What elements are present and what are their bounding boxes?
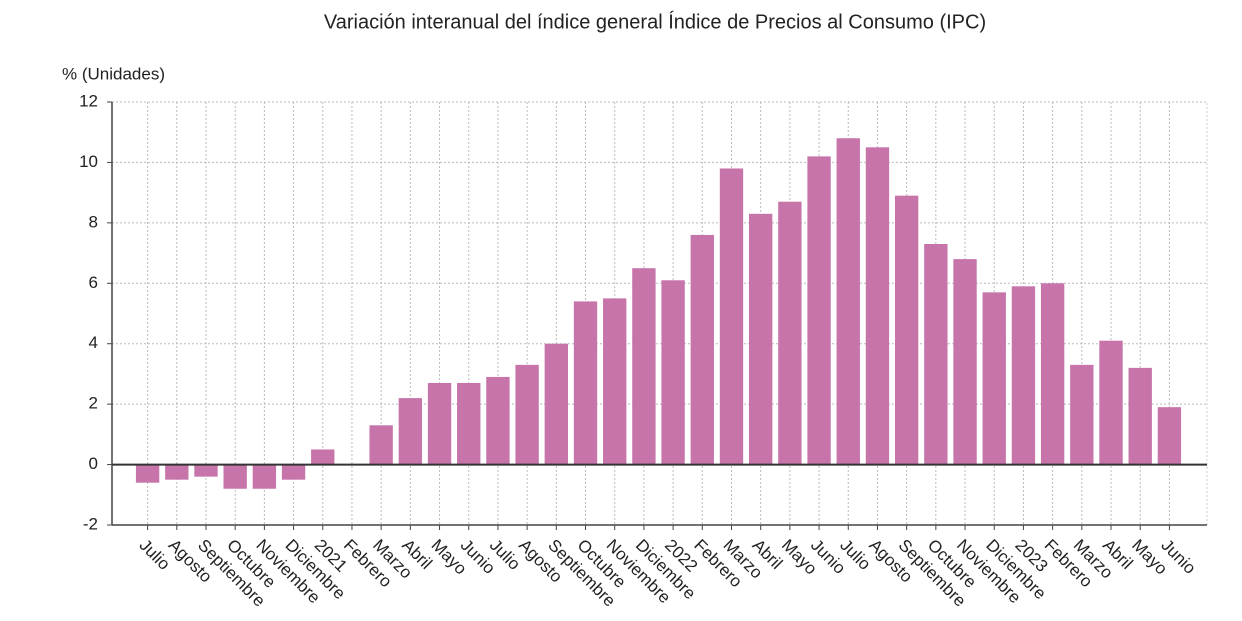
bar (1128, 367, 1152, 465)
y-tick-label: 8 (89, 212, 98, 231)
bar (778, 201, 802, 465)
bar (924, 244, 948, 465)
bar (865, 147, 890, 465)
bar (573, 301, 598, 465)
y-tick-label: 0 (89, 454, 98, 473)
bar (135, 464, 160, 483)
y-tick-label: 4 (89, 333, 98, 352)
bar (1070, 364, 1094, 465)
bar (252, 464, 277, 489)
y-tick-label: 12 (79, 91, 98, 110)
bar (165, 464, 189, 480)
bar (223, 464, 247, 489)
bar (311, 449, 335, 465)
bar (603, 298, 627, 465)
bar (749, 213, 773, 465)
y-tick-label: 10 (79, 152, 98, 171)
bar (719, 168, 744, 465)
bar (982, 292, 1006, 465)
y-tick-label: 2 (89, 394, 98, 413)
bar (281, 464, 306, 480)
bar (398, 398, 423, 465)
bar (427, 382, 452, 465)
bar (894, 195, 919, 465)
bar (369, 425, 393, 465)
bar (515, 364, 539, 465)
y-tick-label: -2 (83, 514, 98, 533)
bar (661, 280, 685, 465)
bar (1099, 340, 1123, 465)
bar (486, 376, 510, 465)
bar (1011, 286, 1036, 465)
x-tick-label: Julio (136, 536, 174, 574)
bar (1157, 407, 1182, 465)
bar (544, 343, 568, 465)
bar (194, 464, 218, 477)
y-axis-label: % (Unidades) (62, 64, 165, 83)
y-tick-label: 6 (89, 273, 98, 292)
bar (807, 156, 831, 465)
bar (690, 234, 714, 465)
bar (632, 268, 656, 465)
chart-title: Variación interanual del índice general … (324, 10, 986, 33)
bar (836, 138, 860, 465)
bar (953, 259, 977, 465)
bar (1040, 283, 1065, 465)
bar (457, 382, 481, 465)
